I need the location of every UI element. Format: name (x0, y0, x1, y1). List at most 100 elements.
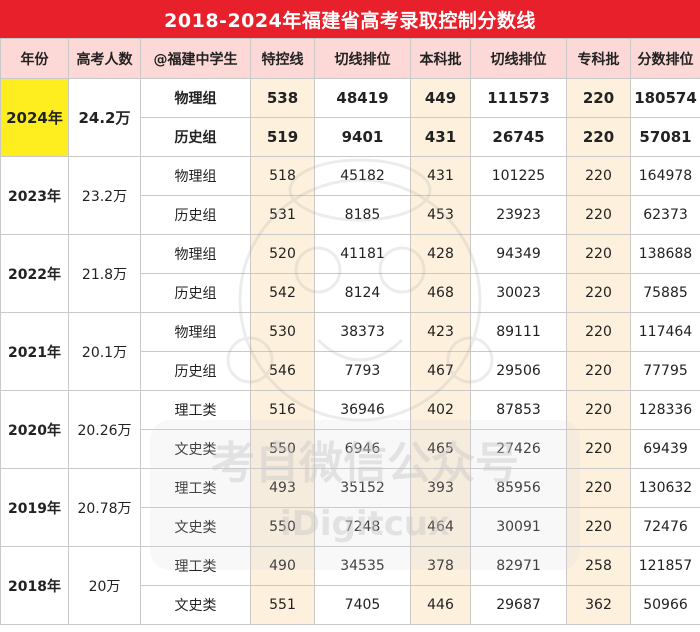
cell-benke-rank: 87853 (470, 390, 567, 430)
cell-tekong: 538 (250, 78, 315, 118)
cell-group: 文史类 (140, 429, 251, 469)
cell-tekong: 550 (250, 429, 315, 469)
cell-tekong-rank: 38373 (314, 312, 411, 352)
cell-benke: 464 (410, 507, 471, 547)
table-row: 文史类 551 7405 446 29687 362 50966 (1, 585, 700, 625)
cell-tekong: 550 (250, 507, 315, 547)
cell-tekong-rank: 8185 (314, 195, 411, 235)
table-row: 2019年 20.78万 理工类 493 35152 393 85956 220 130632 (0, 468, 700, 547)
cell-tekong: 520 (250, 234, 315, 274)
header-row: 年份 高考人数 @福建中学生 特控线 切线排位 本科批 切线排位 专科批 分数排… (0, 38, 700, 79)
cell-year: 2020年 (0, 390, 69, 469)
cell-year: 2021年 (0, 312, 69, 391)
cell-zhuanke-rank: 164978 (630, 156, 700, 196)
cell-zhuanke: 362 (566, 585, 631, 625)
cell-benke-rank: 23923 (470, 195, 567, 235)
cell-tekong: 542 (250, 273, 315, 313)
cell-tekong: 518 (250, 156, 315, 196)
score-table: 年份 高考人数 @福建中学生 特控线 切线排位 本科批 切线排位 专科批 分数排… (0, 38, 700, 625)
cell-tekong: 531 (250, 195, 315, 235)
cell-examinees: 20.78万 (68, 468, 141, 547)
cell-zhuanke: 220 (566, 507, 631, 547)
cell-zhuanke: 220 (566, 351, 631, 391)
cell-group: 历史组 (140, 195, 251, 235)
cell-benke-rank: 27426 (470, 429, 567, 469)
cell-tekong-rank: 35152 (314, 468, 411, 508)
cell-group: 历史组 (140, 351, 251, 391)
cell-benke-rank: 101225 (470, 156, 567, 196)
cell-zhuanke: 220 (566, 78, 631, 118)
header-benke-rank: 切线排位 (470, 38, 567, 79)
cell-tekong-rank: 7405 (314, 585, 411, 625)
table-row: 2021年 20.1万 物理组 530 38373 423 89111 220 117464 (0, 312, 700, 391)
cell-zhuanke: 220 (566, 312, 631, 352)
header-group: @福建中学生 (140, 38, 251, 79)
cell-benke: 465 (410, 429, 471, 469)
cell-zhuanke: 220 (566, 468, 631, 508)
cell-zhuanke-rank: 72476 (630, 507, 700, 547)
cell-zhuanke-rank: 117464 (630, 312, 700, 352)
cell-benke-rank: 30023 (470, 273, 567, 313)
cell-benke: 402 (410, 390, 471, 430)
cell-group: 物理组 (140, 234, 251, 274)
cell-examinees: 20.26万 (68, 390, 141, 469)
page-title: 2018-2024年福建省高考录取控制分数线 (0, 0, 700, 38)
cell-zhuanke-rank: 75885 (630, 273, 700, 313)
cell-benke-rank: 26745 (470, 117, 567, 157)
table-row: 2018年 20万 理工类 490 34535 378 82971 258 121857 (0, 546, 700, 625)
cell-examinees: 23.2万 (68, 156, 141, 235)
cell-tekong: 493 (250, 468, 315, 508)
table-row: 历史组 531 8185 453 23923 220 62373 (1, 195, 700, 235)
cell-zhuanke: 220 (566, 429, 631, 469)
header-tekong: 特控线 (250, 38, 315, 79)
cell-tekong: 546 (250, 351, 315, 391)
cell-zhuanke-rank: 50966 (630, 585, 700, 625)
cell-examinees: 21.8万 (68, 234, 141, 313)
cell-tekong: 530 (250, 312, 315, 352)
cell-benke-rank: 94349 (470, 234, 567, 274)
cell-tekong-rank: 48419 (314, 78, 411, 118)
cell-benke-rank: 29687 (470, 585, 567, 625)
cell-zhuanke-rank: 62373 (630, 195, 700, 235)
header-zhuanke-rank: 分数排位 (630, 38, 700, 79)
table-row: 2024年 24.2万 物理组 538 48419 449 111573 220 180574 (0, 78, 700, 157)
table-row: 文史类 550 6946 465 27426 220 69439 (1, 429, 700, 469)
cell-year: 2019年 (0, 468, 69, 547)
table-row: 2022年 21.8万 物理组 520 41181 428 94349 220 138688 (0, 234, 700, 313)
cell-benke-rank: 85956 (470, 468, 567, 508)
cell-tekong-rank: 41181 (314, 234, 411, 274)
cell-year: 2018年 (0, 546, 69, 625)
cell-zhuanke-rank: 180574 (630, 78, 700, 118)
cell-group: 历史组 (140, 273, 251, 313)
cell-zhuanke-rank: 57081 (630, 117, 700, 157)
cell-group: 理工类 (140, 546, 251, 586)
cell-zhuanke-rank: 69439 (630, 429, 700, 469)
cell-benke-rank: 30091 (470, 507, 567, 547)
table-row: 历史组 519 9401 431 26745 220 57081 (1, 117, 700, 157)
cell-zhuanke-rank: 130632 (630, 468, 700, 508)
cell-tekong-rank: 6946 (314, 429, 411, 469)
cell-group: 理工类 (140, 390, 251, 430)
cell-group: 物理组 (140, 78, 251, 118)
cell-benke: 453 (410, 195, 471, 235)
cell-tekong-rank: 36946 (314, 390, 411, 430)
table-row: 2023年 23.2万 物理组 518 45182 431 101225 220 164978 (0, 156, 700, 235)
cell-benke-rank: 82971 (470, 546, 567, 586)
cell-benke: 449 (410, 78, 471, 118)
cell-zhuanke: 220 (566, 156, 631, 196)
cell-tekong: 519 (250, 117, 315, 157)
table-row: 历史组 542 8124 468 30023 220 75885 (1, 273, 700, 313)
cell-benke: 446 (410, 585, 471, 625)
cell-year: 2024年 (0, 78, 69, 157)
cell-zhuanke: 258 (566, 546, 631, 586)
cell-examinees: 20万 (68, 546, 141, 625)
cell-tekong-rank: 45182 (314, 156, 411, 196)
cell-tekong-rank: 34535 (314, 546, 411, 586)
cell-group: 历史组 (140, 117, 251, 157)
cell-tekong-rank: 7793 (314, 351, 411, 391)
cell-group: 理工类 (140, 468, 251, 508)
cell-group: 物理组 (140, 156, 251, 196)
cell-examinees: 20.1万 (68, 312, 141, 391)
cell-tekong-rank: 9401 (314, 117, 411, 157)
